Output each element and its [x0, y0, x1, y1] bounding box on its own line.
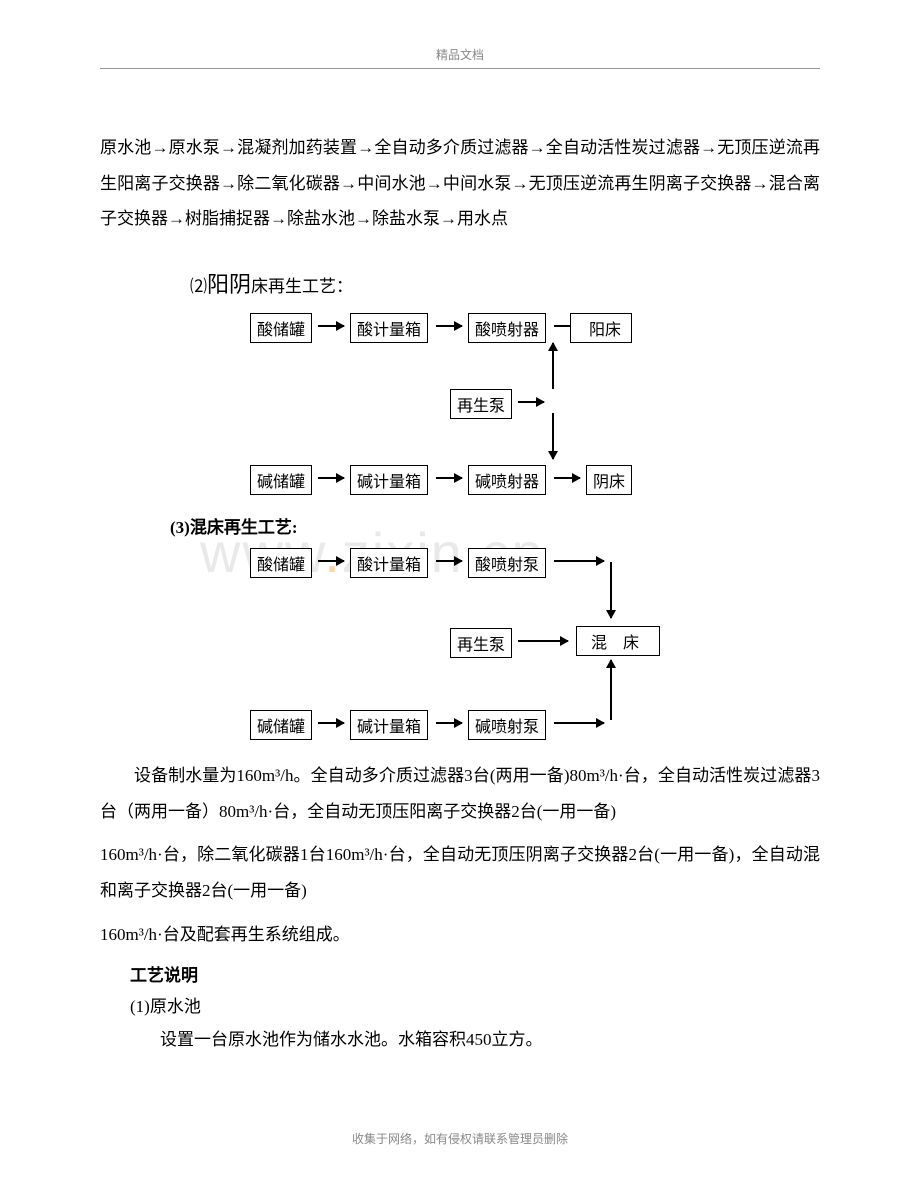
box-acid-ejector: 酸喷射器 — [468, 313, 546, 343]
main-flow-text: 原水池→原水泵→混凝剂加药装置→全自动多介质过滤器→全自动活性炭过滤器→无顶压逆… — [100, 130, 820, 237]
diagram-mixed-bed: 酸储罐 酸计量箱 酸喷射泵 再生泵 混 床 碱储罐 碱计量箱 碱喷射泵 — [250, 548, 820, 758]
arrow-r2-2 — [436, 477, 462, 479]
arrow2-r2-1 — [318, 722, 344, 724]
section-3-heading: (3)混床再生工艺: — [170, 513, 820, 538]
desc-p2: 160m³/h·台，除二氧化碳器1台160m³/h·台，全自动无顶压阴离子交换器… — [100, 837, 820, 908]
arrow2-r1-2 — [436, 560, 462, 562]
arrow-r2-1 — [318, 477, 344, 479]
box2-acid-tank: 酸储罐 — [250, 548, 312, 578]
header-rule — [100, 68, 820, 69]
box2-alkali-tank: 碱储罐 — [250, 710, 312, 740]
arrow2-top-down — [610, 562, 612, 618]
arrow2-r2-2 — [436, 722, 462, 724]
section-2-big: 阳阴 — [207, 272, 251, 297]
box2-alkali-meter: 碱计量箱 — [350, 710, 428, 740]
box-regen-pump: 再生泵 — [450, 389, 512, 419]
diagram-yang-yin-bed: 酸储罐 酸计量箱 酸喷射器 阳床 再生泵 碱储罐 碱计量箱 碱喷射器 阴床 — [250, 313, 820, 503]
arrow-mid — [518, 401, 544, 403]
box2-acid-meter: 酸计量箱 — [350, 548, 428, 578]
arrow2-r1-3 — [554, 560, 604, 562]
section-2-prefix: ⑵ — [190, 277, 207, 296]
page-footer: 收集于网络，如有侵权请联系管理员删除 — [0, 1130, 920, 1147]
arrow2-mid — [518, 640, 568, 642]
box-yang-bed: 阳床 — [570, 313, 632, 343]
box2-mixed-bed: 混 床 — [576, 626, 660, 656]
arrow-mid-up — [552, 343, 554, 389]
section-2-rest: 床再生工艺 — [251, 277, 336, 296]
arrow-r1-2 — [436, 325, 462, 327]
box-yin-bed: 阴床 — [586, 465, 632, 495]
page-content: 原水池→原水泵→混凝剂加药装置→全自动多介质过滤器→全自动活性炭过滤器→无顶压逆… — [100, 130, 820, 1057]
arrow2-r2-3 — [554, 722, 604, 724]
box-alkali-meter: 碱计量箱 — [350, 465, 428, 495]
arrow2-bottom-up — [610, 660, 612, 720]
box2-acid-pump: 酸喷射泵 — [468, 548, 546, 578]
arrow2-r1-1 — [318, 560, 344, 562]
box-alkali-ejector: 碱喷射器 — [468, 465, 546, 495]
arrow-r1-1 — [318, 325, 344, 327]
tech-sub1: (1)原水池 — [130, 992, 820, 1017]
page-header: 精品文档 — [0, 46, 920, 63]
tech-sub1-text: 设置一台原水池作为储水水池。水箱容积450立方。 — [160, 1023, 820, 1057]
section-2-heading: ⑵阳阴床再生工艺： — [190, 267, 820, 299]
box2-alkali-pump: 碱喷射泵 — [468, 710, 546, 740]
box-alkali-tank: 碱储罐 — [250, 465, 312, 495]
tech-heading: 工艺说明 — [130, 961, 820, 986]
box-acid-meter: 酸计量箱 — [350, 313, 428, 343]
arrow-mid-down — [552, 413, 554, 459]
desc-p3: 160m³/h·台及配套再生系统组成。 — [100, 917, 820, 953]
arrow-r2-3 — [554, 477, 580, 479]
box2-regen-pump: 再生泵 — [450, 628, 512, 658]
desc-p1: 设备制水量为160m³/h。全自动多介质过滤器3台(两用一备)80m³/h·台，… — [100, 758, 820, 829]
box-acid-tank: 酸储罐 — [250, 313, 312, 343]
section-2-colon: ： — [336, 277, 353, 296]
